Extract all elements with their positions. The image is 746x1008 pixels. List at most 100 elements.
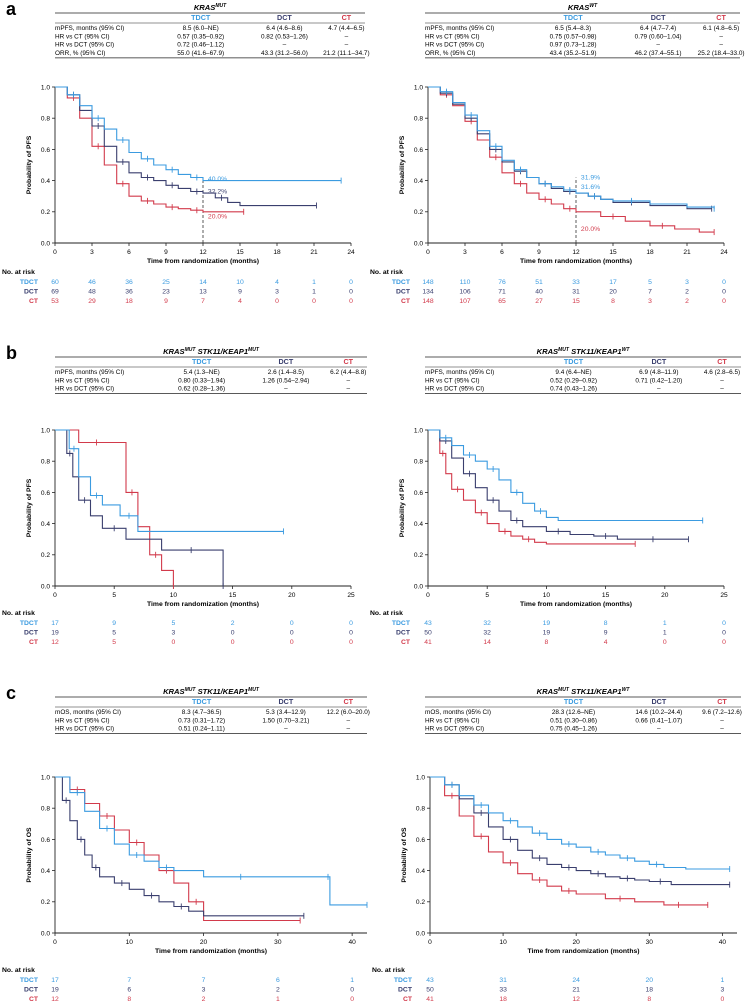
- risk-row-label-tdct: TDCT: [392, 279, 411, 286]
- table-cell: 6.9 (4.8–11.9): [639, 369, 678, 376]
- x-tick-label: 3: [463, 249, 467, 256]
- km-curve-ct: [55, 86, 244, 213]
- x-axis-label: Time from randomization (months): [527, 948, 639, 955]
- risk-count: 32: [483, 630, 491, 637]
- table-cell: –: [656, 42, 660, 49]
- table-cell: 4.7 (4.4–6.5): [328, 25, 364, 32]
- table-cell: 0.73 (0.31–1.72): [178, 717, 225, 724]
- table-row-label: mOS, months (95% CI): [55, 709, 121, 716]
- y-tick-label: 0.8: [41, 116, 50, 123]
- risk-count: 13: [199, 289, 207, 296]
- y-tick-label: 0.2: [416, 899, 425, 906]
- table-cell: 0.52 (0.29–0.92): [550, 377, 597, 384]
- x-tick-label: 18: [646, 249, 654, 256]
- risk-count: 8: [604, 620, 608, 627]
- table-cell: 0.75 (0.45–1.26): [550, 726, 597, 733]
- risk-count: 31: [499, 977, 507, 984]
- table-row-label: mPFS, months (95% CI): [55, 369, 124, 376]
- y-tick-label: 0.0: [41, 930, 50, 937]
- table-cell: 46.2 (37.4–55.1): [635, 50, 682, 57]
- y-tick-label: 0.2: [41, 209, 50, 216]
- table-cell: –: [346, 386, 350, 393]
- risk-count: 60: [51, 279, 59, 286]
- y-tick-label: 0.4: [41, 521, 50, 528]
- landmark-annotation: 40.0%: [208, 176, 227, 183]
- x-tick-label: 40: [348, 939, 356, 946]
- table-cell: –: [719, 33, 723, 40]
- table-cell: 9.4 (6.4–NE): [555, 369, 591, 376]
- risk-count: 1: [312, 279, 316, 286]
- table-cell: 0.71 (0.42–1.20): [635, 377, 682, 384]
- table-row-label: HR vs DCT (95% CI): [55, 42, 114, 49]
- km-curve-dct: [430, 776, 730, 886]
- table-header-dct: DCT: [278, 697, 293, 706]
- risk-count: 43: [424, 620, 432, 627]
- risk-count: 0: [349, 639, 353, 646]
- table-cell: 0.97 (0.73–1.28): [550, 42, 597, 49]
- x-tick-label: 10: [126, 939, 134, 946]
- table-cell: 6.1 (4.8–6.5): [703, 25, 739, 32]
- risk-count: 0: [720, 996, 724, 1003]
- risk-row-label-dct: DCT: [398, 987, 413, 994]
- risk-count: 17: [51, 977, 59, 984]
- y-tick-label: 1.0: [414, 427, 423, 434]
- table-cell: 25.2 (18.4–33.0): [698, 50, 745, 57]
- risk-count: 0: [722, 620, 726, 627]
- table-row-label: HR vs DCT (95% CI): [425, 386, 484, 393]
- risk-count: 0: [722, 289, 726, 296]
- y-tick-label: 0.6: [414, 490, 423, 497]
- risk-count: 0: [722, 279, 726, 286]
- risk-count: 107: [459, 298, 471, 305]
- x-tick-label: 12: [199, 249, 207, 256]
- x-tick-label: 18: [273, 249, 281, 256]
- risk-count: 20: [609, 289, 617, 296]
- x-tick-label: 40: [719, 939, 727, 946]
- risk-count: 18: [499, 996, 507, 1003]
- risk-count: 1: [312, 289, 316, 296]
- table-cell: –: [346, 377, 350, 384]
- title-gene-sup: MUT: [558, 687, 570, 693]
- table-row-label: mPFS, months (95% CI): [55, 25, 124, 32]
- risk-row-label-dct: DCT: [24, 289, 39, 296]
- risk-count: 7: [201, 298, 205, 305]
- table-cell: 8.3 (4.7–36.5): [182, 709, 222, 716]
- table-cell: –: [345, 33, 349, 40]
- y-axis-label: Probability of PFS: [26, 478, 33, 537]
- title-gene: KRAS: [537, 687, 559, 696]
- y-tick-label: 0.0: [414, 583, 423, 590]
- x-tick-label: 30: [646, 939, 654, 946]
- risk-count: 48: [88, 289, 96, 296]
- y-axis-label: Probability of PFS: [26, 135, 33, 194]
- x-tick-label: 5: [485, 592, 489, 599]
- risk-count: 36: [125, 279, 133, 286]
- table-cell: 4.6 (2.8–6.5): [704, 369, 740, 376]
- title-gene: KRAS: [537, 347, 559, 356]
- y-tick-label: 0.2: [41, 899, 50, 906]
- km-curve-ct: [55, 429, 174, 586]
- table-cell: –: [719, 42, 723, 49]
- y-tick-label: 0.0: [41, 240, 50, 247]
- y-tick-label: 0.6: [416, 837, 425, 844]
- risk-count: 17: [51, 620, 59, 627]
- risk-row-label-dct: DCT: [24, 987, 39, 994]
- title-co-mutation-sup: MUT: [248, 687, 260, 693]
- risk-count: 0: [350, 996, 354, 1003]
- y-tick-label: 0.2: [41, 552, 50, 559]
- title-gene-sup: MUT: [185, 347, 197, 353]
- table-cell: 12.2 (6.0–20.0): [327, 709, 370, 716]
- y-tick-label: 1.0: [41, 774, 50, 781]
- risk-count: 1: [663, 630, 667, 637]
- x-axis-label: Time from randomization (months): [147, 258, 259, 265]
- risk-table-title: No. at risk: [2, 967, 35, 974]
- panel-title: KRASMUT STK11/KEAP1WT: [537, 687, 631, 696]
- table-header-ct: CT: [342, 13, 352, 22]
- table-cell: 0.62 (0.28–1.36): [178, 386, 225, 393]
- section-label-b: b: [6, 343, 17, 363]
- risk-count: 1: [663, 620, 667, 627]
- landmark-annotation: 20.0%: [208, 213, 227, 220]
- risk-count: 0: [349, 630, 353, 637]
